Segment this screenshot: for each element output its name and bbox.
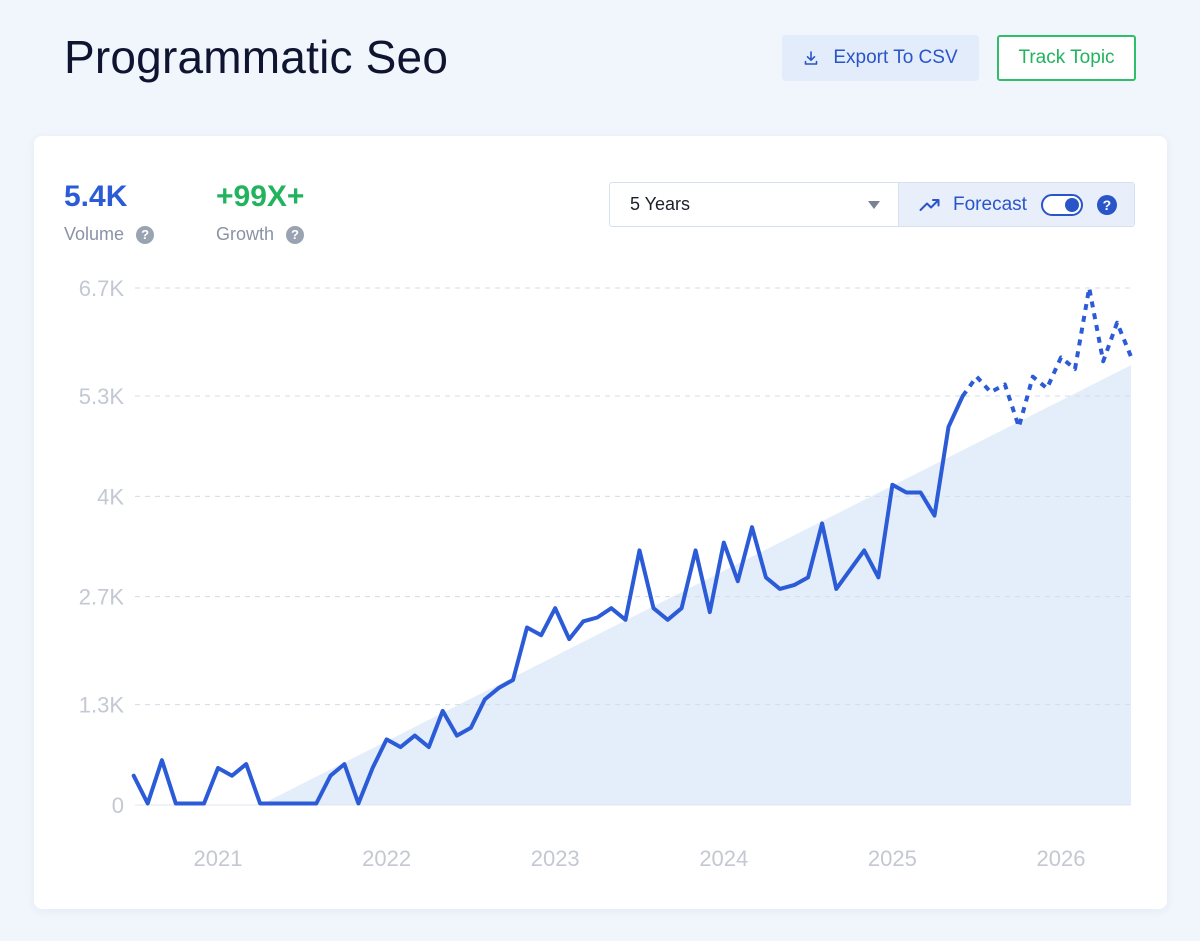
page-title: Programmatic Seo [64,31,449,83]
volume-line [131,394,965,806]
forecast-toggle[interactable] [1040,193,1083,216]
track-topic-button[interactable]: Track Topic [997,35,1136,81]
y-tick-label: 5.3K [79,384,125,409]
forecast-line [961,286,1134,429]
y-tick-label: 1.3K [79,693,125,718]
chart-controls: 5 Years Forecast ? [609,182,1135,227]
time-range-value: 5 Years [630,194,691,214]
forecast-control: Forecast ? [899,183,1134,226]
export-csv-label: Export To CSV [833,47,958,68]
x-tick-label: 2021 [194,846,243,871]
download-icon [803,50,819,66]
y-tick-label: 4K [97,484,124,509]
export-csv-button[interactable]: Export To CSV [782,35,979,81]
trending-up-icon [919,198,941,212]
chevron-down-icon [868,200,880,209]
y-tick-label: 6.7K [79,276,125,301]
growth-help-icon[interactable]: ? [286,225,305,244]
forecast-label: Forecast [953,193,1027,215]
x-tick-label: 2024 [699,846,748,871]
y-tick-label: 2.7K [79,585,125,610]
growth-value: +99X+ [216,180,305,213]
forecast-help-icon[interactable]: ? [1096,194,1117,215]
x-tick-label: 2023 [531,846,580,871]
x-tick-label: 2022 [362,846,411,871]
growth-label: Growth [216,224,275,244]
growth-stat: +99X+ Growth ? [216,180,304,245]
x-tick-label: 2025 [868,846,917,871]
volume-label: Volume [64,224,125,244]
trend-area [260,365,1131,805]
time-range-select[interactable]: 5 Years [610,183,899,226]
volume-help-icon[interactable]: ? [136,225,155,244]
x-tick-label: 2026 [1037,846,1086,871]
y-tick-label: 0 [112,793,124,818]
volume-stat: 5.4K Volume ? [64,180,155,245]
toggle-knob [1064,197,1079,212]
volume-value: 5.4K [64,180,128,213]
